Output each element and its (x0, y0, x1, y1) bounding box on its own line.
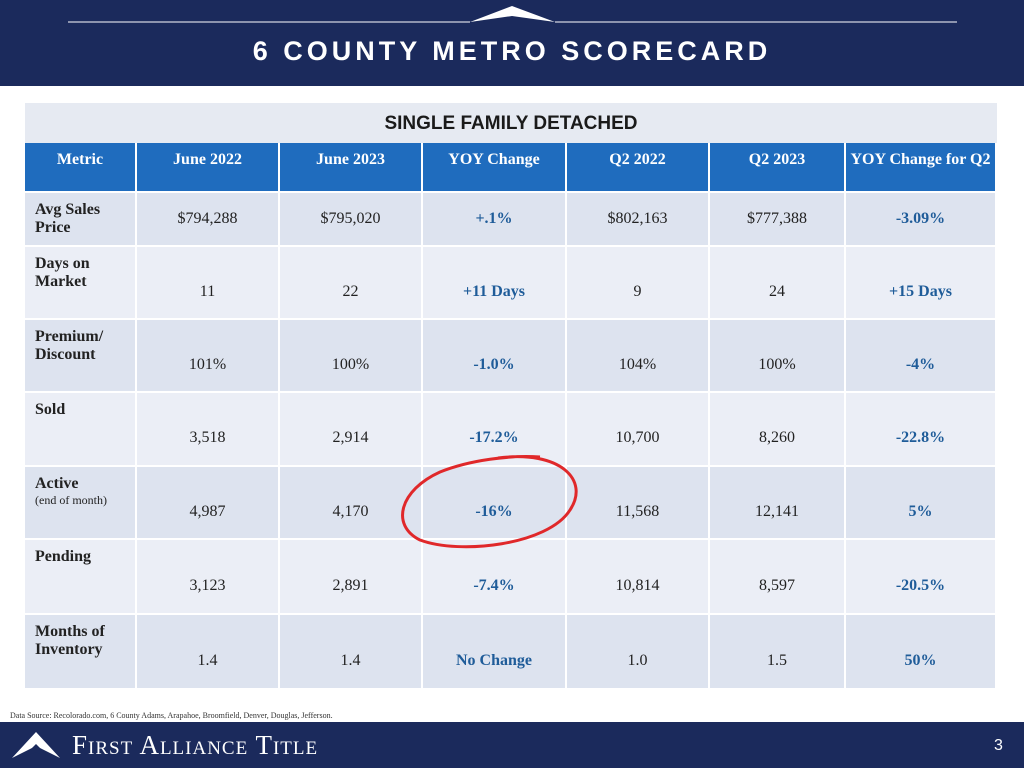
change-cell: +.1% (423, 193, 567, 247)
value-cell: 4,170 (280, 467, 423, 540)
change-cell: -16% (423, 467, 567, 540)
page-number: 3 (994, 737, 1003, 754)
change-cell: 50% (846, 615, 997, 690)
change-cell: No Change (423, 615, 567, 690)
metric-label: Active (35, 475, 79, 492)
value-cell: 2,914 (280, 393, 423, 467)
value-cell: 9 (567, 247, 710, 320)
value-cell: 1.0 (567, 615, 710, 690)
logo-mark (12, 732, 60, 758)
value-cell: 100% (710, 320, 846, 393)
value-cell: 12,141 (710, 467, 846, 540)
metric-label: Sold (35, 401, 66, 418)
metric-cell: Days on Market (25, 247, 137, 320)
value-cell: 10,700 (567, 393, 710, 467)
value-cell: 24 (710, 247, 846, 320)
column-header: Q2 2022 (567, 143, 710, 193)
change-cell: -3.09% (846, 193, 997, 247)
value-cell: 2,891 (280, 540, 423, 615)
value-cell: 11 (137, 247, 280, 320)
metric-cell: Avg Sales Price (25, 193, 137, 247)
slide-title: 6 COUNTY METRO SCORECARD (252, 36, 772, 66)
value-cell: 10,814 (567, 540, 710, 615)
value-cell: $777,388 (710, 193, 846, 247)
column-header: Metric (25, 143, 137, 193)
change-cell: -4% (846, 320, 997, 393)
value-cell: 8,597 (710, 540, 846, 615)
value-cell: 1.4 (137, 615, 280, 690)
column-header: YOY Change for Q2 (846, 143, 997, 193)
metric-label: Months of Inventory (35, 623, 105, 658)
value-cell: 1.4 (280, 615, 423, 690)
metric-label: Premium/ Discount (35, 328, 104, 363)
data-source: Data Source: Recolorado.com, 6 County Ad… (10, 711, 333, 720)
metric-cell: Sold (25, 393, 137, 467)
column-header: Q2 2023 (710, 143, 846, 193)
brand-name: First Alliance Title (72, 730, 319, 760)
metric-cell: Active (end of month) (25, 467, 137, 540)
column-header: June 2022 (137, 143, 280, 193)
header-ornament (68, 6, 957, 23)
value-cell: $795,020 (280, 193, 423, 247)
value-cell: 8,260 (710, 393, 846, 467)
value-cell: 101% (137, 320, 280, 393)
change-cell: 5% (846, 467, 997, 540)
value-cell: $802,163 (567, 193, 710, 247)
change-cell: -17.2% (423, 393, 567, 467)
footer-band (0, 722, 1024, 768)
value-cell: 100% (280, 320, 423, 393)
value-cell: $794,288 (137, 193, 280, 247)
metric-cell: Premium/ Discount (25, 320, 137, 393)
change-cell: -7.4% (423, 540, 567, 615)
metric-note: (end of month) (35, 493, 107, 507)
value-cell: 3,518 (137, 393, 280, 467)
metric-cell: Months of Inventory (25, 615, 137, 690)
metric-label: Avg Sales Price (35, 201, 101, 236)
table-caption: SINGLE FAMILY DETACHED (25, 103, 997, 143)
change-cell: -22.8% (846, 393, 997, 467)
metric-cell: Pending (25, 540, 137, 615)
metric-label: Days on Market (35, 255, 90, 290)
change-cell: +15 Days (846, 247, 997, 320)
change-cell: +11 Days (423, 247, 567, 320)
change-cell: -20.5% (846, 540, 997, 615)
metric-label: Pending (35, 548, 92, 565)
value-cell: 22 (280, 247, 423, 320)
value-cell: 3,123 (137, 540, 280, 615)
column-header: YOY Change (423, 143, 567, 193)
value-cell: 4,987 (137, 467, 280, 540)
value-cell: 1.5 (710, 615, 846, 690)
change-cell: -1.0% (423, 320, 567, 393)
column-header: June 2023 (280, 143, 423, 193)
value-cell: 104% (567, 320, 710, 393)
value-cell: 11,568 (567, 467, 710, 540)
